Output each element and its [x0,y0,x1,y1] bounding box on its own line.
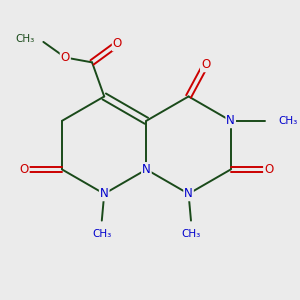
Text: O: O [264,163,273,176]
Text: N: N [142,163,151,176]
Text: CH₃: CH₃ [15,34,34,44]
Text: O: O [61,51,70,64]
Text: N: N [184,187,193,200]
Text: N: N [226,114,235,127]
Text: CH₃: CH₃ [182,230,201,239]
Text: O: O [20,163,29,176]
Text: N: N [100,187,109,200]
Text: O: O [113,38,122,50]
Text: CH₃: CH₃ [92,230,111,239]
Text: CH₃: CH₃ [278,116,298,126]
Text: O: O [201,58,210,71]
